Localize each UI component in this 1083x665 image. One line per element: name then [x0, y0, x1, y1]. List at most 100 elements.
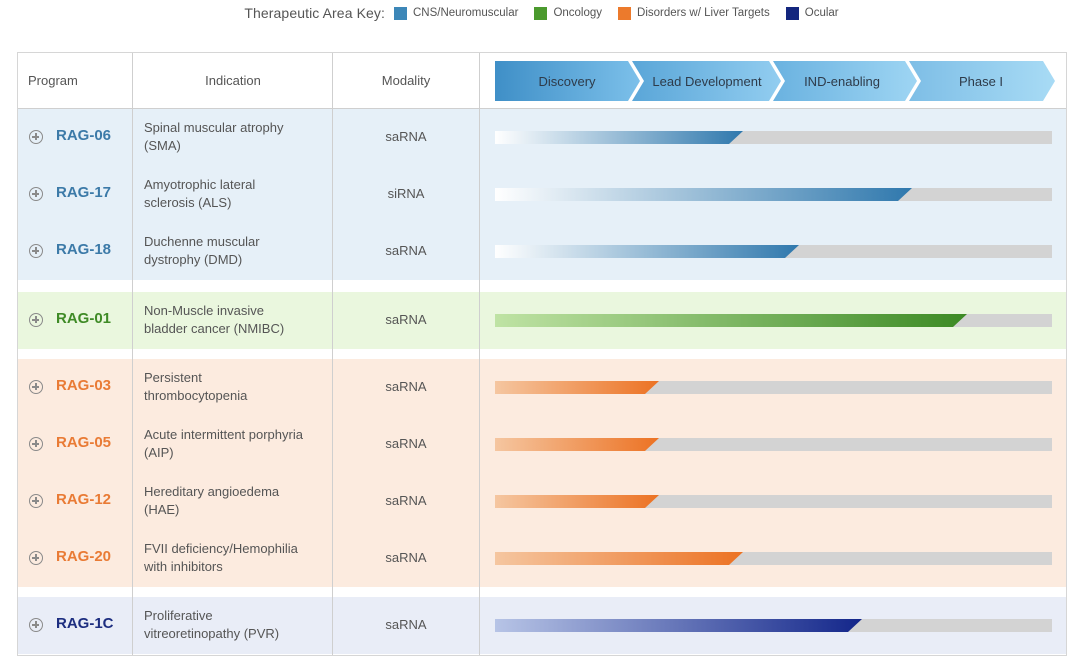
indication-line-2: (SMA) — [144, 138, 181, 153]
indication-line-1: Proliferative — [144, 608, 213, 623]
pipeline-row: RAG-03 Persistent thrombocytopenia saRNA — [18, 359, 1066, 416]
indication-line-1: FVII deficiency/Hemophilia — [144, 541, 298, 556]
phase-label-lead-development: Lead Development — [652, 74, 762, 89]
indication-line-2: (AIP) — [144, 445, 174, 460]
key-swatch-liver — [618, 6, 632, 20]
modality: saRNA — [385, 312, 427, 327]
indication-line-2: vitreoretinopathy (PVR) — [144, 626, 280, 641]
progress-track — [495, 131, 1052, 144]
progress-track — [495, 495, 1052, 508]
modality: saRNA — [385, 129, 427, 144]
expand-plus-icon[interactable] — [29, 618, 43, 632]
phase-label-ind-enabling: IND-enabling — [804, 74, 880, 89]
modality: saRNA — [385, 617, 427, 632]
expand-plus-icon[interactable] — [29, 244, 43, 258]
progress-bar — [495, 131, 743, 144]
expand-plus-icon[interactable] — [29, 187, 43, 201]
indication-line-2: bladder cancer (NMIBC) — [144, 321, 285, 336]
key-label-cns: CNS/Neuromuscular — [412, 7, 519, 19]
pipeline-row: RAG-05 Acute intermittent porphyria (AIP) s… — [18, 416, 1066, 473]
expand-plus-icon[interactable] — [29, 551, 43, 565]
progress-track — [495, 619, 1052, 632]
phase-arrow-discovery — [495, 61, 640, 101]
indication-line-2: thrombocytopenia — [144, 388, 248, 403]
pipeline-row: RAG-06 Spinal muscular atrophy (SMA) saRNA — [18, 109, 1066, 166]
indication: FVII deficiency/Hemophilia with inhibitor… — [144, 540, 334, 576]
therapeutic-area-key: Therapeutic Area Key: CNS/Neuromuscular … — [0, 4, 1083, 22]
key-item-liver: Disorders w/ Liver Targets — [618, 6, 770, 20]
program-name[interactable]: RAG-05 — [56, 434, 112, 451]
progress-track — [495, 438, 1052, 451]
indication-line-1: Hereditary angioedema — [144, 484, 280, 499]
program-group: RAG-01 Non-Muscle invasive bladder cancer … — [18, 292, 1066, 349]
program-name[interactable]: RAG-1C — [56, 615, 114, 632]
header-program: Program — [28, 73, 78, 88]
phase-arrow-lead-development — [632, 61, 781, 101]
indication: Hereditary angioedema (HAE) — [144, 483, 334, 519]
pipeline-row: RAG-20 FVII deficiency/Hemophilia with inh… — [18, 530, 1066, 587]
modality: saRNA — [385, 379, 427, 394]
progress-bar — [495, 619, 862, 632]
indication: Proliferative vitreoretinopathy (PVR) — [144, 607, 334, 643]
program-name[interactable]: RAG-20 — [56, 548, 112, 565]
program-group: RAG-1C Proliferative vitreoretinopathy (PV… — [18, 597, 1066, 654]
progress-bar — [495, 245, 799, 258]
progress-bar — [495, 381, 659, 394]
progress-track — [495, 552, 1052, 565]
key-item-ocular: Ocular — [785, 6, 839, 20]
phase-arrow-phase-1 — [909, 61, 1055, 101]
key-swatch-ocular — [785, 6, 799, 20]
modality: saRNA — [385, 493, 427, 508]
pipeline-table: Program Indication Modality Discovery Le… — [17, 52, 1067, 656]
expand-plus-icon[interactable] — [29, 380, 43, 394]
indication: Duchenne muscular dystrophy (DMD) — [144, 233, 334, 269]
expand-plus-icon[interactable] — [29, 313, 43, 327]
progress-bar — [495, 552, 743, 565]
progress-bar — [495, 495, 659, 508]
modality: siRNA — [387, 186, 425, 201]
expand-plus-icon[interactable] — [29, 437, 43, 451]
program-name[interactable]: RAG-01 — [56, 310, 112, 327]
program-group: RAG-06 Spinal muscular atrophy (SMA) saRNA R… — [18, 109, 1066, 280]
header-modality: Modality — [381, 73, 431, 88]
indication: Amyotrophic lateral sclerosis (ALS) — [144, 176, 334, 212]
key-title: Therapeutic Area Key: — [244, 5, 385, 21]
indication-line-2: dystrophy (DMD) — [144, 252, 243, 267]
indication-line-1: Duchenne muscular — [144, 234, 260, 249]
column-divider-modality — [479, 53, 480, 655]
indication: Acute intermittent porphyria (AIP) — [144, 426, 334, 462]
progress-bar — [495, 314, 967, 327]
pipeline-row: RAG-01 Non-Muscle invasive bladder cancer … — [18, 292, 1066, 349]
key-label-oncology: Oncology — [553, 7, 603, 19]
table-header: Program Indication Modality Discovery Le… — [18, 53, 1066, 108]
indication-line-2: (HAE) — [144, 502, 180, 517]
indication-line-1: Non-Muscle invasive — [144, 303, 264, 318]
phase-arrows: Discovery Lead Development IND-enabling … — [495, 61, 1055, 101]
program-name[interactable]: RAG-03 — [56, 377, 112, 394]
program-name[interactable]: RAG-18 — [56, 241, 112, 258]
key-item-oncology: Oncology — [534, 6, 603, 20]
progress-track — [495, 314, 1052, 327]
key-item-cns: CNS/Neuromuscular — [393, 6, 519, 20]
progress-bar — [495, 188, 912, 201]
program-name[interactable]: RAG-12 — [56, 491, 112, 508]
key-label-liver: Disorders w/ Liver Targets — [637, 7, 770, 19]
program-name[interactable]: RAG-17 — [56, 184, 112, 201]
column-divider-indication — [332, 53, 333, 655]
progress-track — [495, 245, 1052, 258]
indication-line-1: Amyotrophic lateral — [144, 177, 256, 192]
header-indication: Indication — [205, 73, 261, 88]
phase-label-discovery: Discovery — [538, 74, 596, 89]
column-divider-program — [132, 53, 133, 655]
modality: saRNA — [385, 550, 427, 565]
pipeline-row: RAG-18 Duchenne muscular dystrophy (DMD) sa… — [18, 223, 1066, 280]
program-name[interactable]: RAG-06 — [56, 127, 112, 144]
modality: saRNA — [385, 243, 427, 258]
pipeline-row: RAG-1C Proliferative vitreoretinopathy (PV… — [18, 597, 1066, 654]
progress-track — [495, 188, 1052, 201]
indication: Persistent thrombocytopenia — [144, 369, 334, 405]
expand-plus-icon[interactable] — [29, 130, 43, 144]
indication-line-1: Acute intermittent porphyria — [144, 427, 303, 442]
progress-track — [495, 381, 1052, 394]
expand-plus-icon[interactable] — [29, 494, 43, 508]
